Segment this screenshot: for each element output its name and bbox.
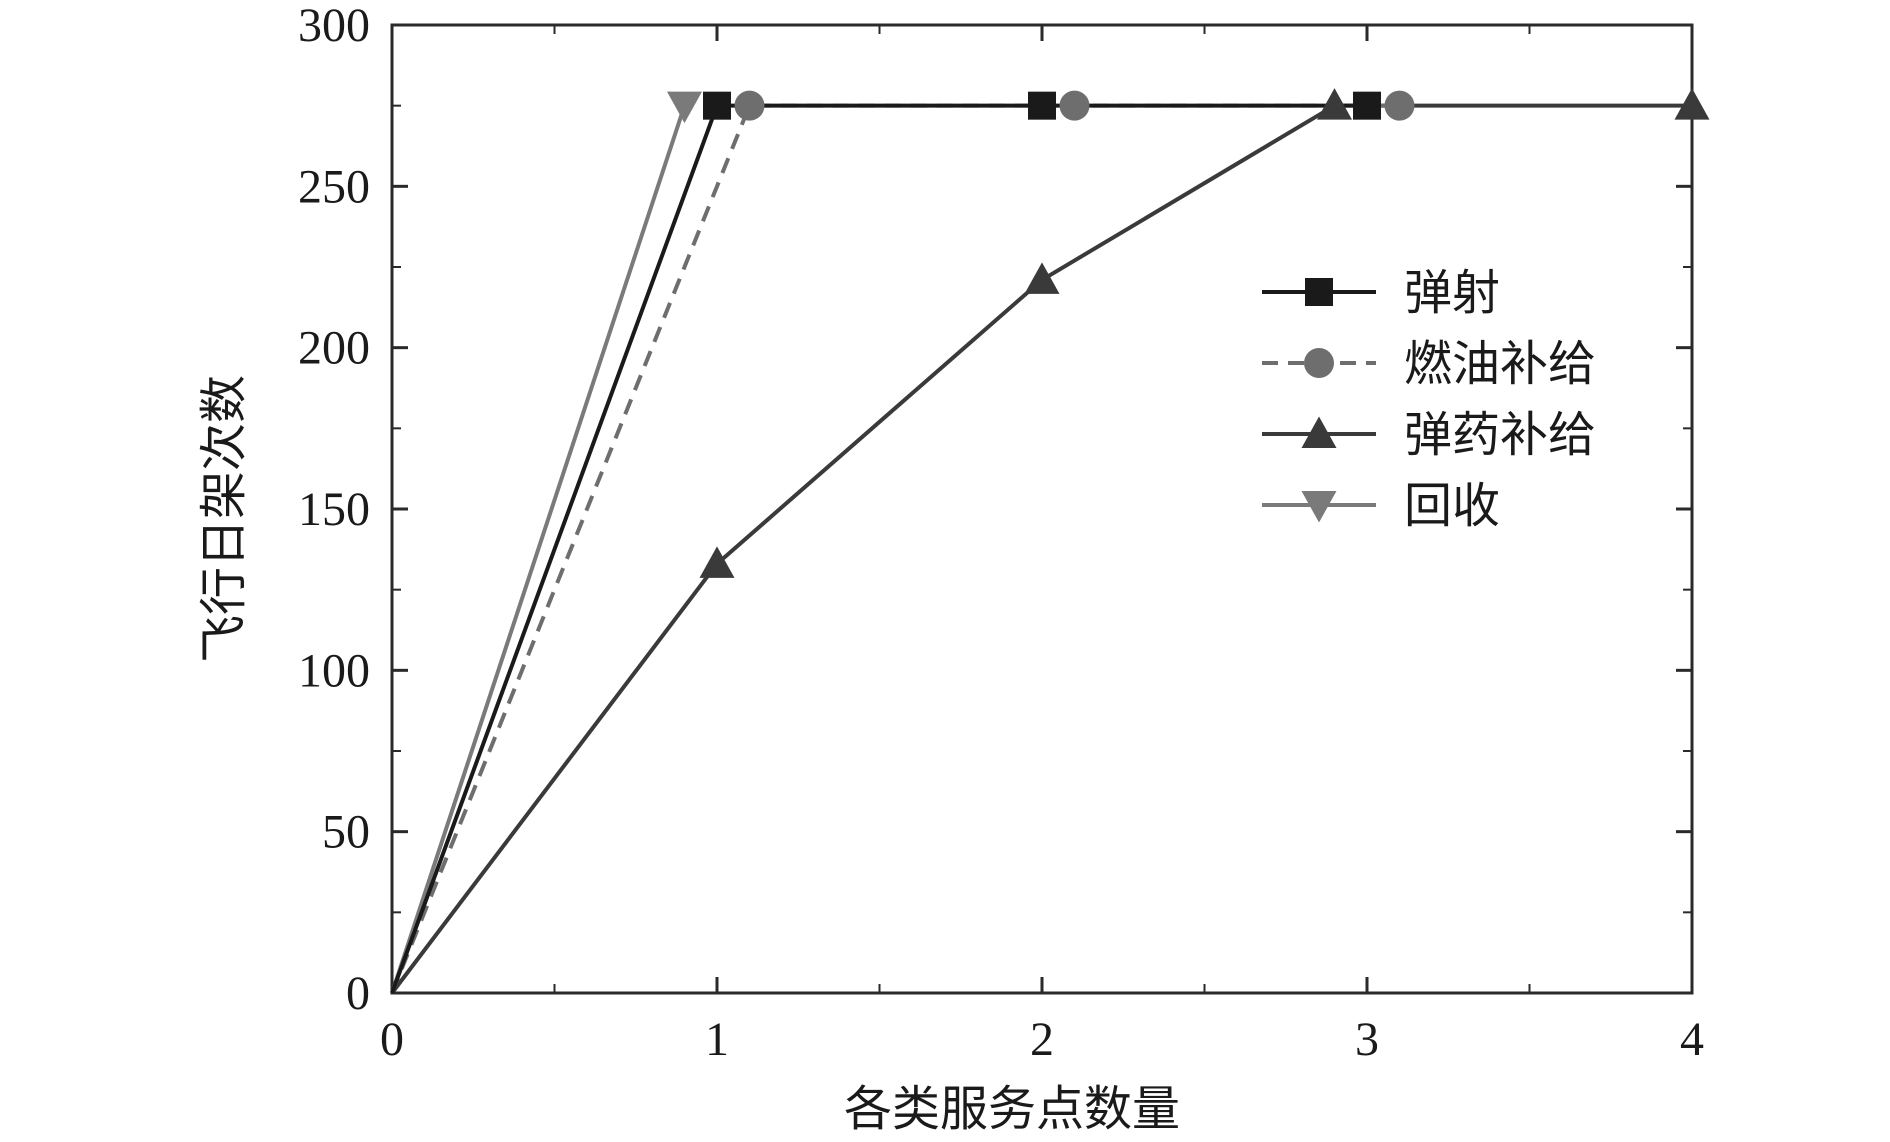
- series-line-0: [390, 103, 1367, 994]
- legend-label: 燃油补给: [1404, 338, 1596, 391]
- legend-marker: [1301, 491, 1337, 523]
- y-tick-label: 200: [298, 322, 370, 375]
- data-point-3: [667, 91, 702, 124]
- data-point-2: [1674, 88, 1710, 120]
- legend-marker: [1304, 348, 1334, 378]
- x-tick-label: 2: [1030, 1013, 1054, 1066]
- legend-label: 弹药补给: [1404, 409, 1596, 462]
- data-point-0: [703, 91, 731, 120]
- y-tick-label: 300: [298, 0, 370, 52]
- x-axis-title: 各类服务点数量: [844, 1083, 1180, 1136]
- data-point-0: [1353, 91, 1381, 120]
- series-line-3: [390, 105, 687, 994]
- data-point-2: [699, 546, 735, 578]
- y-axis-title: 飞行日架次数: [198, 375, 251, 663]
- legend-marker: [1305, 278, 1333, 306]
- legend-marker: [1301, 416, 1337, 448]
- series-line-1: [390, 103, 1400, 994]
- y-tick-label: 0: [346, 967, 370, 1020]
- x-tick-label: 3: [1355, 1013, 1379, 1066]
- y-tick-label: 250: [298, 160, 370, 213]
- y-tick-label: 150: [298, 483, 370, 536]
- data-point-1: [1059, 90, 1090, 121]
- data-point-2: [1024, 262, 1060, 294]
- x-tick-label: 1: [705, 1013, 729, 1066]
- legend-label: 回收: [1404, 480, 1500, 533]
- y-tick-label: 100: [298, 644, 370, 697]
- x-tick-label: 0: [380, 1013, 404, 1066]
- data-point-2: [1317, 88, 1352, 120]
- y-tick-label: 50: [322, 806, 370, 859]
- legend-label: 弹射: [1404, 267, 1500, 320]
- data-point-0: [1028, 91, 1056, 120]
- series-line-2: [390, 103, 1692, 995]
- data-point-1: [734, 90, 765, 121]
- data-point-1: [1384, 90, 1415, 121]
- x-tick-label: 4: [1680, 1013, 1704, 1066]
